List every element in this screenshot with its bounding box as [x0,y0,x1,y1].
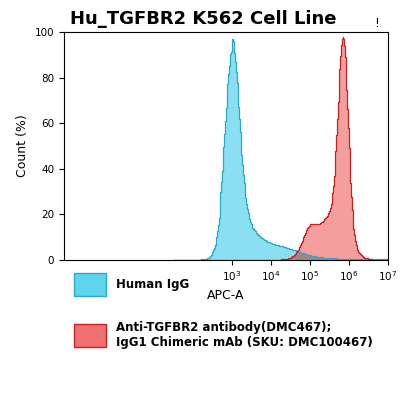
FancyBboxPatch shape [74,324,106,347]
Text: Human IgG: Human IgG [116,278,189,291]
FancyBboxPatch shape [74,273,106,296]
Y-axis label: Count (%): Count (%) [16,114,29,177]
X-axis label: APC-A: APC-A [207,289,245,302]
Text: Anti-TGFBR2 antibody(DMC467);
IgG1 Chimeric mAb (SKU: DMC100467): Anti-TGFBR2 antibody(DMC467); IgG1 Chime… [116,322,372,350]
Text: Hu_TGFBR2 K562 Cell Line: Hu_TGFBR2 K562 Cell Line [70,10,337,28]
Text: !: ! [374,17,379,30]
